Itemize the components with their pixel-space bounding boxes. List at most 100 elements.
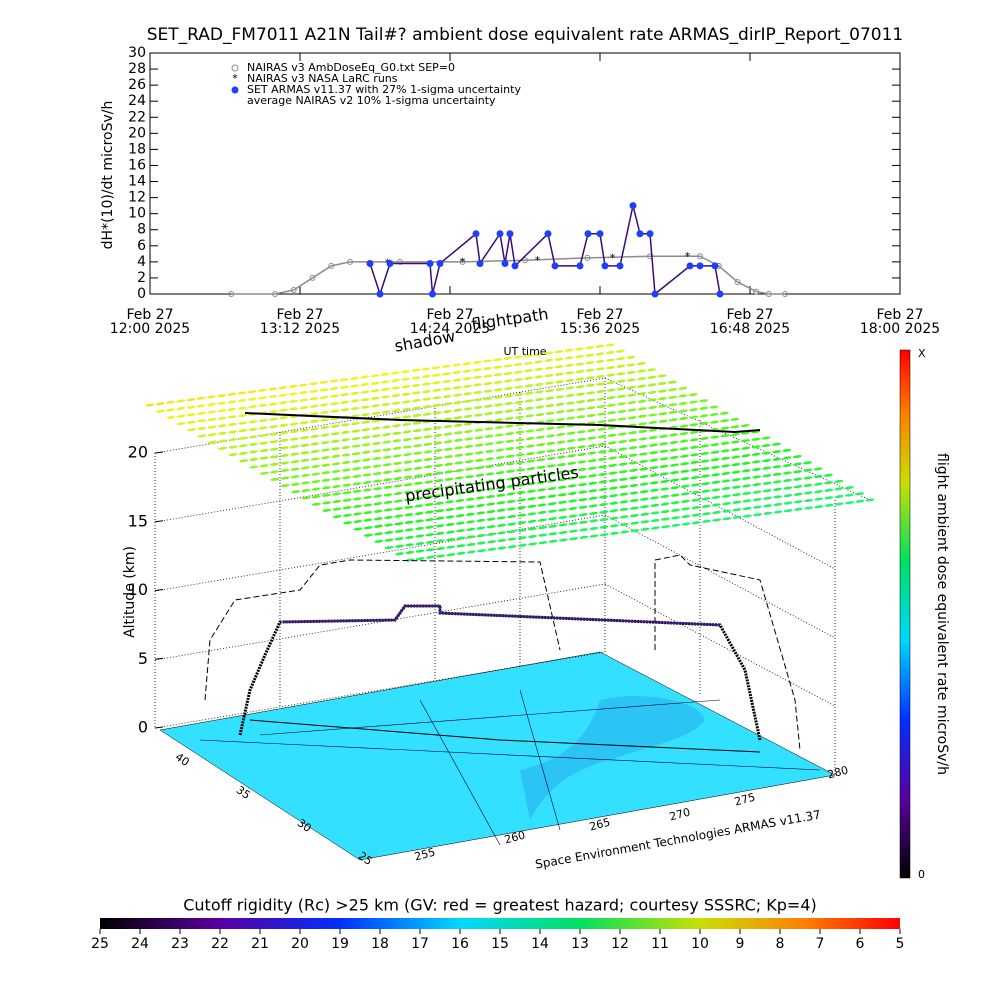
particle (381, 410, 391, 414)
particle (700, 451, 710, 456)
particle (311, 464, 320, 469)
particle (681, 499, 690, 503)
colorbar-tick-label: 16 (451, 936, 469, 952)
particle (473, 375, 482, 379)
particle (363, 503, 373, 507)
particle (609, 516, 619, 520)
particle (322, 501, 332, 505)
particle (350, 384, 360, 388)
particle (464, 429, 473, 434)
particle (565, 401, 575, 405)
particle (341, 445, 351, 450)
particle (445, 530, 455, 534)
particle (596, 389, 606, 394)
particle (445, 492, 454, 496)
particle (526, 474, 536, 478)
particle (310, 427, 320, 431)
particle (598, 495, 608, 499)
particle (207, 410, 217, 414)
point (501, 259, 509, 267)
particle (575, 354, 584, 359)
particle (690, 460, 700, 464)
particle (804, 506, 814, 510)
particle (547, 479, 557, 483)
particle (269, 425, 279, 429)
particle (515, 445, 525, 449)
particle (690, 453, 700, 457)
point (272, 291, 278, 297)
particle (700, 436, 709, 441)
particle (608, 456, 618, 460)
particle (578, 520, 588, 524)
lon-tick-label: 255 (413, 846, 437, 864)
particle (658, 419, 668, 423)
colorbar-tick-label: 11 (651, 936, 669, 952)
legend-label: SET ARMAS v11.37 with 27% 1-sigma uncert… (247, 83, 521, 96)
particle (486, 510, 496, 514)
particle (596, 412, 606, 416)
particle (700, 474, 710, 478)
particle (844, 486, 854, 490)
particle (454, 468, 464, 473)
particle (310, 442, 320, 446)
y-tick-label: 4 (137, 254, 146, 270)
particle (350, 391, 360, 395)
particle (425, 555, 435, 559)
particle (660, 494, 670, 499)
particle (544, 358, 554, 363)
particle (605, 343, 615, 347)
particle (259, 441, 269, 445)
particle (475, 466, 485, 470)
particle (238, 436, 248, 440)
particle (627, 401, 637, 405)
particle (657, 374, 667, 378)
particle (454, 453, 464, 457)
particle (503, 379, 513, 383)
particle (814, 497, 824, 501)
particle (455, 521, 465, 525)
x-tick-label: Feb 27 (726, 307, 773, 323)
point (601, 262, 609, 270)
particle (545, 396, 555, 400)
particle (504, 394, 514, 398)
particle (258, 426, 268, 430)
particle (731, 463, 741, 467)
point (711, 262, 719, 270)
particle (762, 481, 772, 485)
particle (466, 520, 476, 524)
particle (585, 368, 595, 372)
particle (392, 431, 402, 435)
particle (587, 444, 597, 448)
particle (803, 476, 813, 480)
y-tick-label: 24 (128, 93, 146, 109)
particle (554, 350, 564, 354)
point (426, 259, 434, 267)
point (309, 274, 316, 281)
point (651, 290, 659, 298)
particle (639, 482, 649, 486)
particle (424, 472, 433, 477)
particle (824, 496, 834, 500)
particle (558, 515, 568, 519)
particle (414, 489, 424, 493)
lon-tick-label: 275 (733, 791, 757, 809)
y-tick-label: 26 (128, 77, 146, 93)
particle (617, 417, 627, 421)
particle (585, 353, 595, 357)
particle (329, 386, 339, 391)
particle (278, 393, 288, 397)
colorbar-title: Cutoff rigidity (Rc) >25 km (GV: red = g… (183, 896, 817, 915)
particle (637, 392, 647, 396)
particle (464, 467, 474, 471)
particle (525, 429, 535, 433)
particle (155, 402, 165, 406)
particle (445, 500, 455, 504)
particle (586, 413, 596, 418)
particle (575, 377, 585, 381)
particle (773, 510, 783, 514)
x-tick-label: 18:00 2025 (860, 321, 940, 337)
particle (238, 429, 248, 433)
particle (300, 436, 310, 440)
particle (196, 396, 206, 400)
particle (627, 408, 637, 412)
